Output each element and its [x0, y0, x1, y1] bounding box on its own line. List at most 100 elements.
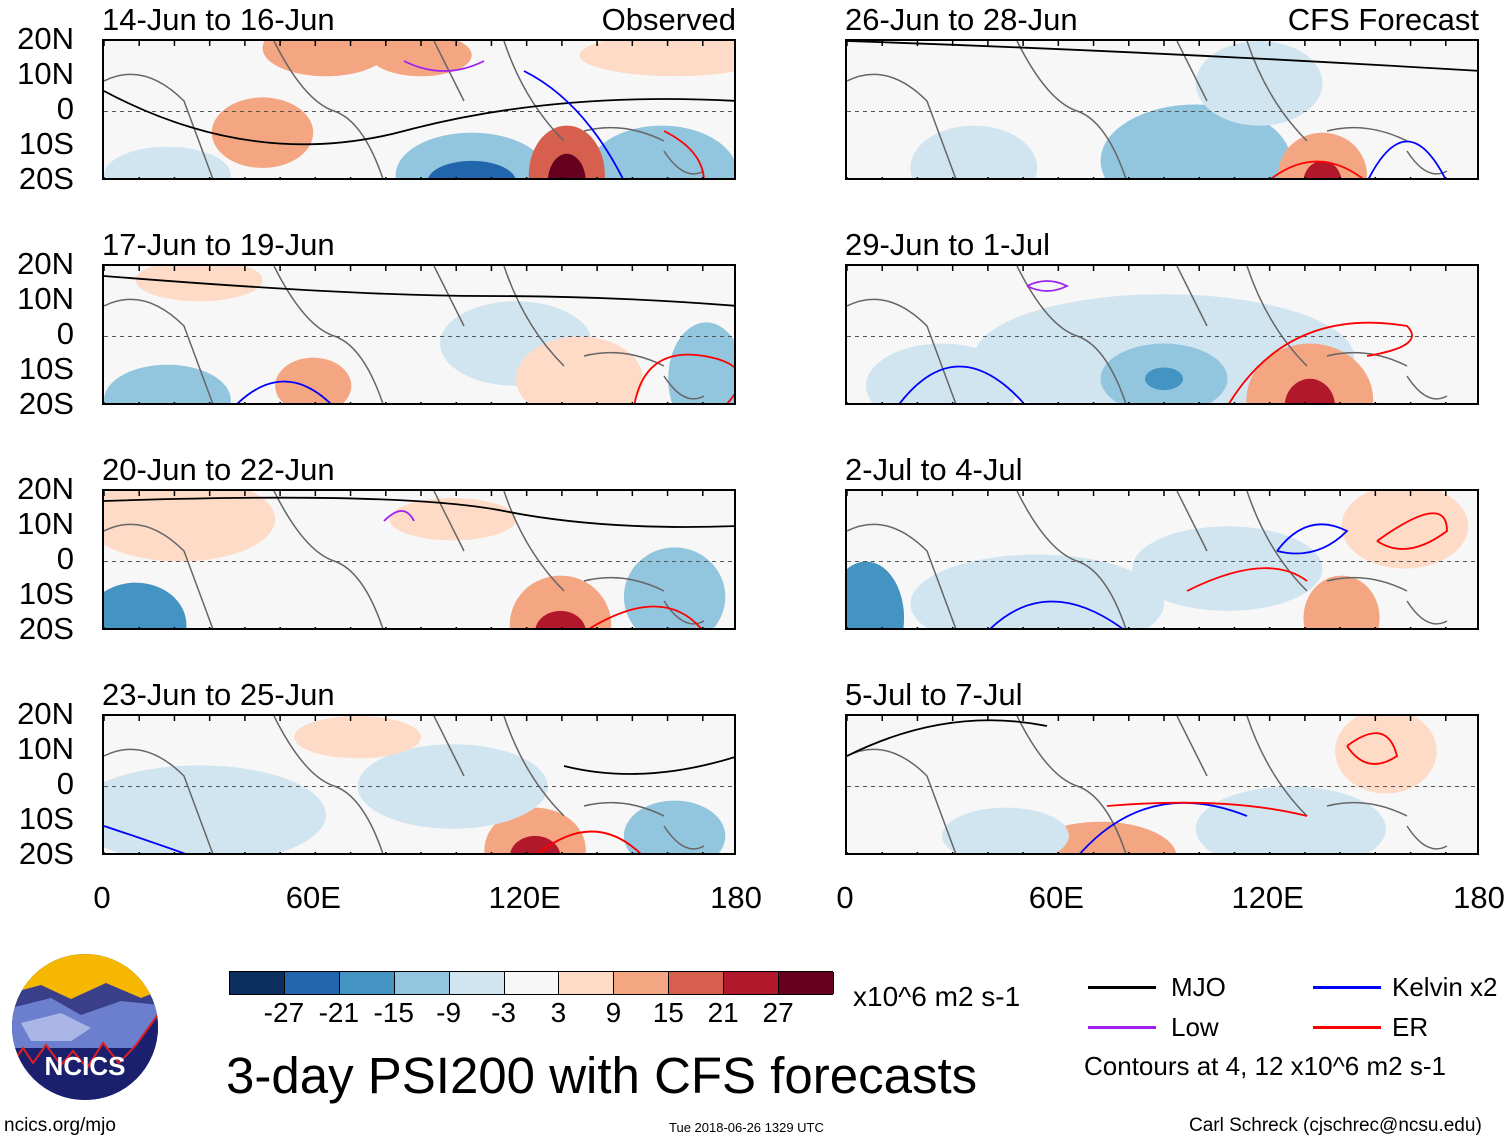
lat-label: 0 [56, 766, 74, 801]
anomaly-shading [1303, 575, 1380, 628]
map-plot [104, 41, 734, 178]
footer-timestamp: Tue 2018-06-26 1329 UTC [669, 1120, 824, 1135]
lat-label: 20S [18, 836, 74, 871]
lon-label: 180 [1453, 880, 1505, 915]
anomaly-shading [104, 491, 276, 562]
anomaly-shading [1246, 343, 1374, 403]
map-panel [102, 264, 736, 405]
map-panel [845, 714, 1479, 855]
panel-title: 20-Jun to 22-Jun [102, 452, 335, 487]
anomaly-shading [579, 41, 734, 77]
panel-title: 14-Jun to 16-Jun [102, 2, 335, 37]
coastlines [847, 266, 1448, 403]
anomaly-shading [668, 322, 734, 403]
anomaly-shading [585, 125, 734, 178]
lat-label: 10S [18, 576, 74, 611]
anomaly-shading [1284, 378, 1335, 403]
colorbar-swatch [339, 972, 395, 994]
lon-label: 120E [488, 880, 561, 915]
contour-line [588, 605, 702, 628]
anomaly-shading [910, 554, 1164, 628]
anomaly-shading [1144, 367, 1184, 391]
contour-line [563, 756, 734, 775]
lat-label: 10N [17, 281, 74, 316]
contour-line [1228, 321, 1413, 403]
lon-label: 0 [93, 880, 111, 915]
lat-label: 10S [18, 351, 74, 386]
legend-line-low [1088, 1026, 1156, 1029]
map-panel [845, 264, 1479, 405]
anomaly-shading [262, 41, 390, 77]
anomaly-shading [847, 561, 905, 628]
colorbar-swatch [449, 972, 505, 994]
contour-note: Contours at 4, 12 x10^6 m2 s-1 [1084, 1051, 1446, 1081]
lat-label: 20N [17, 471, 74, 506]
lat-label: 10S [18, 126, 74, 161]
footer-credit: Carl Schreck (cjschrec@ncsu.edu) [1189, 1115, 1482, 1136]
anomaly-shading [1278, 132, 1367, 178]
anomaly-shading [294, 716, 421, 759]
contour-line [403, 60, 485, 72]
footer-url: ncics.org/mjo [4, 1115, 116, 1136]
panel-title: 26-Jun to 28-Jun [845, 2, 1078, 37]
lat-label: 10S [18, 801, 74, 836]
contour-line [1346, 732, 1399, 765]
panel-title: 2-Jul to 4-Jul [845, 452, 1023, 487]
contour-line [847, 41, 1477, 72]
panel-title: 29-Jun to 1-Jul [845, 227, 1051, 262]
anomaly-shading [1195, 41, 1323, 126]
contour-line [663, 130, 705, 178]
coastlines [847, 41, 1448, 178]
map-panel [845, 39, 1479, 180]
colorbar-label: 3 [550, 997, 567, 1028]
legend-line-kelvin [1313, 986, 1381, 989]
legend-label-er: ER [1392, 1012, 1429, 1042]
anomaly-shading [1303, 160, 1342, 178]
contour-line [1186, 567, 1308, 592]
contour-line [523, 70, 624, 178]
map-plot [847, 716, 1477, 853]
contour-line [1106, 801, 1308, 817]
anomaly-shading [370, 41, 472, 77]
contour-line [104, 90, 734, 146]
colorbar-label: -3 [491, 997, 516, 1028]
lat-label: 0 [56, 541, 74, 576]
colorbar-swatch [230, 972, 285, 994]
legend-line-er [1313, 1026, 1381, 1029]
anomaly-shading [395, 132, 548, 178]
contour-line [899, 365, 1025, 403]
colorbar [229, 971, 834, 995]
anomaly-shading [528, 125, 605, 178]
anomaly-shading [104, 364, 231, 403]
contour-line [1026, 280, 1070, 292]
colorbar-label: 27 [762, 997, 794, 1028]
lat-label: 20S [18, 386, 74, 421]
lon-label: 60E [1028, 880, 1084, 915]
map-panel [845, 489, 1479, 630]
anomaly-shading [275, 357, 352, 403]
colorbar-label: 21 [707, 997, 739, 1028]
colorbar-label: -21 [318, 997, 360, 1028]
colorbar-swatch [724, 972, 780, 994]
anomaly-shading [623, 547, 726, 628]
anomaly-shading [357, 744, 548, 829]
anomaly-shading [510, 835, 561, 853]
map-panel [102, 39, 736, 180]
anomaly-shading [623, 800, 726, 853]
contour-line [537, 830, 642, 853]
anomaly-shading [547, 153, 586, 178]
legend-label-mjo: MJO [1171, 972, 1226, 1002]
panel-source-label: CFS Forecast [1287, 2, 1479, 37]
map-plot [847, 491, 1477, 628]
lat-label: 20N [17, 696, 74, 731]
panel-title: 5-Jul to 7-Jul [845, 677, 1023, 712]
map-plot [847, 266, 1477, 403]
anomaly-shading [104, 146, 231, 178]
lat-label: 20S [18, 611, 74, 646]
lat-label: 20S [18, 161, 74, 196]
lat-label: 10N [17, 56, 74, 91]
contour-line [104, 275, 734, 307]
colorbar-labels: -27 -21 -15 -9 -3 3 9 15 21 27 [229, 997, 833, 1031]
map-plot [104, 491, 734, 628]
anomaly-shading [866, 343, 1019, 403]
